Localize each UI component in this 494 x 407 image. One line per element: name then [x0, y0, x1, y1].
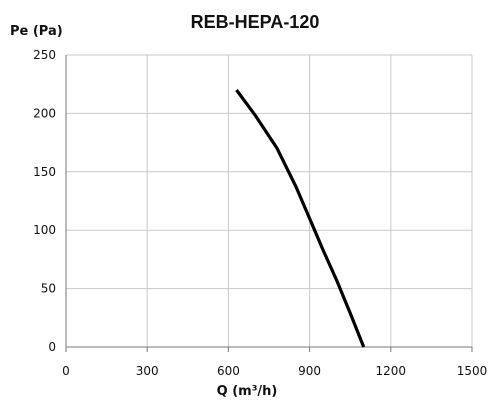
x-axis-label: Q (m³/h): [216, 384, 278, 399]
x-tick-label: 900: [298, 364, 321, 378]
series-line: [235, 89, 366, 348]
y-axis-label: Pe (Pa): [10, 24, 63, 39]
y-tick-label: 100: [33, 223, 56, 237]
x-tick-label: 1200: [376, 364, 407, 378]
x-tick-label: 600: [217, 364, 240, 378]
x-tick-label: 1500: [457, 364, 488, 378]
x-tick-label: 300: [136, 364, 159, 378]
y-tick-label: 200: [33, 106, 56, 120]
y-tick-label: 150: [33, 165, 56, 179]
chart-title: REB-HEPA-120: [190, 12, 320, 32]
y-tick-label: 0: [48, 340, 56, 354]
x-tick-label: 0: [62, 364, 70, 378]
y-tick-label: 50: [41, 282, 56, 296]
y-tick-label: 250: [33, 48, 56, 62]
